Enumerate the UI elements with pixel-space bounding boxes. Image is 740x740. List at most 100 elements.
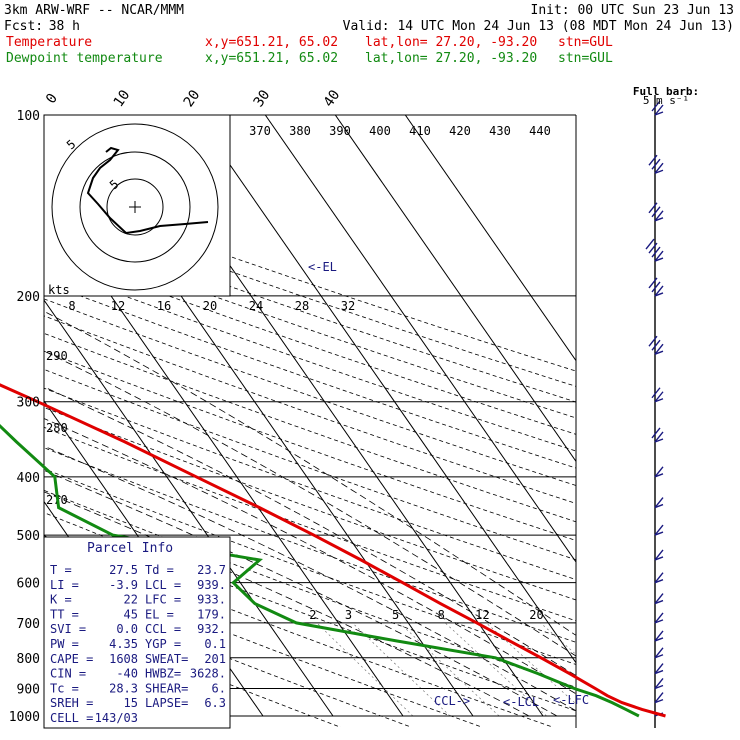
parcel-param-label: Td = (145, 563, 174, 577)
isotherm-label: 10 (111, 87, 134, 110)
parcel-param-value: 3628. (190, 667, 226, 681)
full-barb-unit: 5 m s⁻¹ (643, 94, 689, 107)
parcel-param-value: 6. (212, 681, 226, 695)
parcel-param-label: LCL = (145, 578, 181, 592)
lcl-marker: <-LCL (503, 695, 539, 709)
chart-header: 3km ARW-WRF -- NCAR/MMM Init: 00 UTC Sun… (4, 3, 734, 66)
pressure-label: 300 (17, 396, 40, 411)
speed-scale-label: 20 (203, 299, 217, 313)
parcel-param-value: 22 (124, 593, 138, 607)
moist-adiabat (44, 491, 530, 717)
parcel-info-frame (43, 536, 231, 729)
mixing-ratio-label: 12 (475, 608, 489, 622)
pressure-label: 600 (17, 577, 40, 592)
wind-barb (654, 612, 664, 624)
parcel-param-label: LI = (50, 578, 79, 592)
wind-barb (654, 466, 664, 478)
mixing-ratio-label: 20 (529, 608, 543, 622)
parcel-param-label: HWBZ= (145, 667, 181, 681)
theta-label: 400 (369, 124, 391, 138)
wind-barb (651, 387, 664, 403)
parcel-param-value: 939. (197, 578, 226, 592)
parcel-param-value: 0.0 (116, 622, 138, 636)
theta-label: 290 (46, 349, 68, 363)
temp-latlon: lat,lon= 27.20, -93.20 (365, 35, 537, 50)
hodo-ring-1 (106, 178, 164, 236)
forecast-hour: 38 h (49, 19, 80, 34)
wind-barb (645, 238, 664, 262)
parcel-param-value: 6.3 (204, 696, 226, 710)
dry-adiabat (44, 426, 576, 622)
legend-dewpoint: Dewpoint temperature (6, 51, 163, 66)
isotherm-line (194, 115, 576, 664)
parcel-param-label: SVI = (50, 622, 86, 636)
mixing-ratio-label: 5 (392, 608, 399, 622)
speed-scale-label: 24 (249, 299, 263, 313)
dewpoint-profile-line (0, 423, 640, 718)
hodo-ring-3 (51, 123, 219, 291)
wind-barb (648, 335, 664, 355)
temp-xy: x,y=651.21, 65.02 (205, 35, 338, 50)
isotherm-label: 30 (251, 87, 274, 110)
dry-adiabat (44, 489, 576, 688)
hodograph-trace (86, 146, 209, 235)
parcel-param-label: SWEAT= (145, 652, 188, 666)
mixing-ratio-label: 3 (345, 608, 352, 622)
moist-adiabat (44, 310, 576, 636)
lfc-marker: <-LFC (553, 693, 589, 707)
wind-barb (654, 497, 664, 509)
parcel-param-value: 45 (124, 607, 138, 621)
wind-barb (654, 692, 664, 704)
isotherm-labels: -90-80-70-60-50-40-30-20-10010203040 (43, 87, 343, 110)
parcel-param-label: Tc = (50, 681, 79, 695)
theta-label: 280 (46, 421, 68, 435)
theta-label: 380 (289, 124, 311, 138)
parcel-param-value: 933. (197, 593, 226, 607)
parcel-param-label: PW = (50, 637, 79, 651)
parcel-param-label: EL = (145, 607, 174, 621)
wind-barb (654, 549, 664, 561)
dew-latlon: lat,lon= 27.20, -93.20 (365, 51, 537, 66)
wind-barb (654, 630, 664, 642)
parcel-param-label: K = (50, 593, 72, 607)
parcel-param-value: 201 (204, 652, 226, 666)
isotherm-label: 0 (43, 91, 61, 107)
parcel-param-label: T = (50, 563, 72, 577)
parcel-param-label: SHEAR= (145, 681, 188, 695)
parcel-param-label: CAPE = (50, 652, 93, 666)
theta-label: 390 (329, 124, 351, 138)
speed-scale-label: 32 (341, 299, 355, 313)
dew-xy: x,y=651.21, 65.02 (205, 51, 338, 66)
isotherm-lines (44, 115, 576, 717)
speed-scale-label: 28 (295, 299, 309, 313)
parcel-param-value: 27.5 (109, 563, 138, 577)
parcel-param-value: 0.1 (204, 637, 226, 651)
dry-adiabat (44, 298, 576, 486)
parcel-info-title: Parcel Info (87, 541, 173, 556)
el-marker: <-EL (308, 260, 337, 274)
mixing-ratio-label: 8 (438, 608, 445, 622)
dry-adiabat (44, 468, 576, 665)
dry-adiabat (44, 315, 576, 504)
dry-adiabat (44, 281, 576, 469)
dry-adiabat (44, 234, 576, 419)
mixing-ratio-lines (316, 622, 576, 717)
hodograph: 5 5 kts (43, 114, 231, 297)
parcel-param-value: 143/03 (95, 711, 138, 725)
hodo-ring-2 (79, 151, 191, 263)
mixing-ratio-line (399, 622, 500, 717)
parcel-param-label: SREH = (50, 696, 93, 710)
pressure-label: 1000 (9, 710, 40, 725)
init-time: Init: 00 UTC Sun 23 Jun 13 (531, 3, 735, 18)
wind-barb (651, 100, 664, 116)
theta-label: 430 (489, 124, 511, 138)
wind-barbs (645, 100, 664, 717)
parcel-param-value: 1608 (109, 652, 138, 666)
parcel-param-label: CCL = (145, 622, 181, 636)
parcel-param-value: 932. (197, 622, 226, 636)
temp-station: stn=GUL (558, 35, 613, 50)
wind-barb (648, 154, 664, 174)
isotherm-label: 20 (181, 87, 204, 110)
mixing-ratio-label: 2 (309, 608, 316, 622)
